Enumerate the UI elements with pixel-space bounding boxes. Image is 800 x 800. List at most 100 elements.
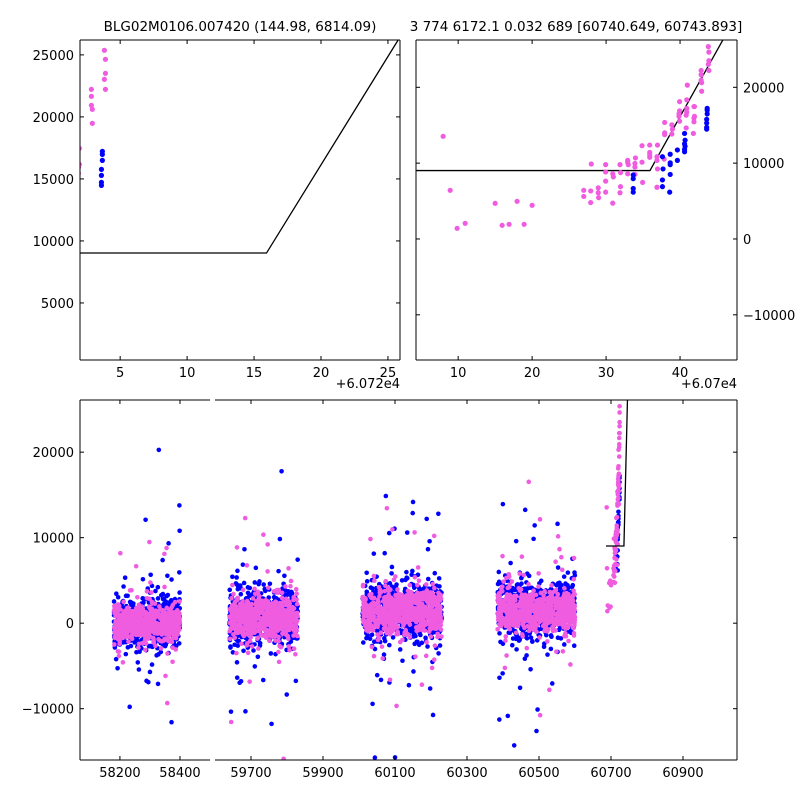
data-point-blue [726, 628, 731, 633]
data-point-pink [720, 621, 725, 626]
data-point-blue [783, 598, 788, 603]
data-point-pink [711, 615, 716, 620]
data-point-pink [680, 624, 685, 629]
data-point-pink [706, 619, 711, 624]
data-point-blue [684, 581, 689, 586]
data-point-blue [702, 626, 707, 631]
data-point-blue [699, 608, 704, 613]
data-point-pink [580, 612, 585, 617]
data-point-blue [707, 573, 712, 578]
data-point-blue [785, 625, 790, 630]
data-point-pink [577, 622, 582, 627]
data-point-pink [706, 601, 711, 606]
data-point-blue [574, 638, 579, 643]
data-point-pink [690, 605, 695, 610]
data-point-pink [121, 623, 126, 628]
data-point-pink [673, 606, 678, 611]
data-point-pink [689, 608, 694, 613]
data-point-pink [681, 597, 686, 602]
data-point-blue [607, 557, 612, 562]
data-point-pink [725, 607, 730, 612]
data-point-blue [792, 615, 797, 620]
data-point-pink [715, 611, 720, 616]
data-point-pink [724, 612, 729, 617]
data-point-blue [589, 608, 594, 613]
data-point-blue [675, 631, 680, 636]
data-point-blue [671, 620, 676, 625]
data-point-pink [693, 602, 698, 607]
data-point-pink [701, 596, 706, 601]
data-point-blue [674, 625, 679, 630]
data-point-pink [672, 610, 677, 615]
data-point-blue [719, 660, 724, 665]
data-point-blue [584, 613, 589, 618]
data-point-blue [572, 566, 577, 571]
data-point-blue [716, 622, 721, 627]
data-point-blue [721, 623, 726, 628]
data-point-pink [676, 606, 681, 611]
data-point-blue [792, 622, 797, 627]
data-point-blue [589, 608, 594, 613]
data-point-pink [684, 125, 689, 130]
data-point-blue [584, 611, 589, 616]
data-point-pink [661, 618, 666, 623]
data-point-blue [788, 588, 793, 593]
data-point-blue [686, 591, 691, 596]
data-point-pink [606, 619, 611, 624]
data-point-blue [791, 618, 796, 623]
data-point-blue [793, 614, 798, 619]
data-point-blue [660, 184, 665, 189]
data-point-pink [720, 614, 725, 619]
data-point-blue [694, 605, 699, 610]
data-point-pink [793, 611, 798, 616]
data-point-blue [779, 590, 784, 595]
data-point-pink [583, 611, 588, 616]
data-point-pink [591, 611, 596, 616]
data-point-pink [599, 600, 604, 605]
data-point-pink [664, 605, 669, 610]
data-point-pink [600, 648, 605, 653]
data-point-pink [712, 613, 717, 618]
data-point-blue [561, 562, 566, 567]
data-point-blue [579, 608, 584, 613]
data-point-pink [701, 610, 706, 615]
data-point-pink [579, 623, 584, 628]
data-point-blue [792, 620, 797, 625]
data-point-pink [716, 613, 721, 618]
data-point-pink [666, 629, 671, 634]
data-point-blue [776, 589, 781, 594]
data-point-pink [696, 633, 701, 638]
data-point-pink [597, 624, 602, 629]
data-point-pink [791, 614, 796, 619]
data-point-pink [704, 617, 709, 622]
data-point-pink [594, 627, 599, 632]
data-point-pink [683, 614, 688, 619]
data-point-pink [582, 585, 587, 590]
data-point-pink [699, 80, 704, 85]
data-point-blue [669, 615, 674, 620]
data-point-pink [715, 588, 720, 593]
data-point-pink [118, 633, 123, 638]
data-point-pink [617, 190, 622, 195]
data-point-blue [601, 613, 606, 618]
data-point-blue [796, 601, 800, 606]
data-point-pink [680, 596, 685, 601]
data-point-pink [715, 598, 720, 603]
data-point-blue [551, 709, 556, 714]
data-point-blue [711, 612, 716, 617]
data-point-blue [709, 593, 714, 598]
data-point-pink [684, 613, 689, 618]
data-point-blue [593, 469, 598, 474]
data-point-blue [676, 640, 681, 645]
data-point-pink [602, 623, 607, 628]
data-point-blue [672, 602, 677, 607]
data-point-pink [691, 618, 696, 623]
data-point-blue [148, 670, 153, 675]
data-point-pink [589, 616, 594, 621]
data-point-blue [709, 588, 714, 593]
data-point-pink [702, 610, 707, 615]
data-point-blue [791, 606, 796, 611]
data-point-blue [777, 623, 782, 628]
data-point-blue [716, 628, 721, 633]
data-point-pink [715, 599, 720, 604]
